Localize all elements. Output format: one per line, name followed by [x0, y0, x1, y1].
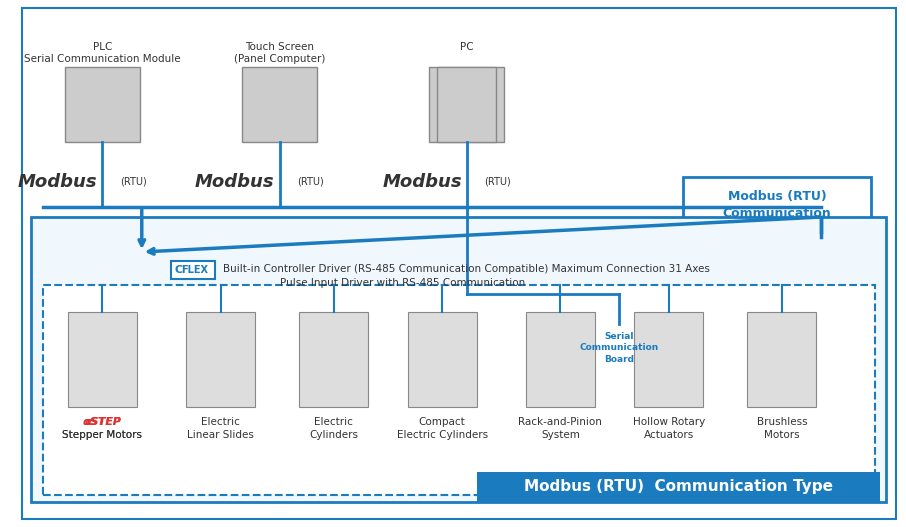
Text: PLC
Serial Communication Module: PLC Serial Communication Module — [24, 42, 180, 64]
FancyBboxPatch shape — [171, 261, 215, 279]
Text: Electric: Electric — [201, 417, 240, 427]
FancyBboxPatch shape — [525, 312, 595, 407]
FancyBboxPatch shape — [65, 67, 140, 142]
Text: αSTEP: αSTEP — [84, 417, 120, 427]
Text: Rack-and-Pinion: Rack-and-Pinion — [518, 417, 602, 427]
FancyBboxPatch shape — [43, 285, 875, 495]
Text: Modbus: Modbus — [195, 173, 275, 191]
Text: Modbus (RTU)
Communication: Modbus (RTU) Communication — [723, 190, 832, 220]
Text: Modbus: Modbus — [18, 173, 98, 191]
Text: Stepper Motors: Stepper Motors — [63, 430, 142, 440]
Text: FLEX: FLEX — [181, 265, 208, 275]
Text: Touch Screen
(Panel Computer): Touch Screen (Panel Computer) — [234, 42, 325, 64]
Text: Linear Slides: Linear Slides — [188, 430, 254, 440]
Text: (RTU): (RTU) — [485, 177, 511, 187]
Text: Electric: Electric — [314, 417, 353, 427]
Text: Compact: Compact — [419, 417, 466, 427]
Text: Pulse Input Driver with RS-485 Communication: Pulse Input Driver with RS-485 Communica… — [280, 278, 525, 288]
Text: System: System — [541, 430, 580, 440]
FancyBboxPatch shape — [438, 67, 496, 142]
Text: Motors: Motors — [764, 430, 800, 440]
Text: Modbus: Modbus — [382, 173, 462, 191]
FancyBboxPatch shape — [429, 67, 505, 142]
Text: Stepper Motors: Stepper Motors — [63, 430, 142, 440]
Text: (RTU): (RTU) — [120, 177, 147, 187]
Text: αSTEP: αSTEP — [82, 417, 122, 427]
Text: Serial
Communication
Board: Serial Communication Board — [580, 333, 659, 364]
Text: Built-in Controller Driver (RS-485 Communication Compatible) Maximum Connection : Built-in Controller Driver (RS-485 Commu… — [223, 264, 709, 274]
Text: Modbus (RTU)  Communication Type: Modbus (RTU) Communication Type — [524, 480, 833, 494]
Text: Cylinders: Cylinders — [309, 430, 358, 440]
Text: Hollow Rotary: Hollow Rotary — [632, 417, 705, 427]
FancyBboxPatch shape — [747, 312, 816, 407]
FancyBboxPatch shape — [634, 312, 703, 407]
FancyBboxPatch shape — [242, 67, 317, 142]
Text: PC: PC — [460, 42, 474, 52]
FancyBboxPatch shape — [683, 177, 871, 232]
Text: (RTU): (RTU) — [297, 177, 324, 187]
FancyBboxPatch shape — [408, 312, 477, 407]
FancyBboxPatch shape — [68, 312, 137, 407]
FancyBboxPatch shape — [575, 324, 664, 372]
FancyBboxPatch shape — [299, 312, 368, 407]
Text: Actuators: Actuators — [643, 430, 694, 440]
Text: Brushless: Brushless — [757, 417, 807, 427]
FancyBboxPatch shape — [477, 472, 881, 502]
Text: Electric Cylinders: Electric Cylinders — [397, 430, 487, 440]
Text: C: C — [174, 265, 182, 275]
FancyBboxPatch shape — [32, 217, 886, 502]
FancyBboxPatch shape — [186, 312, 255, 407]
